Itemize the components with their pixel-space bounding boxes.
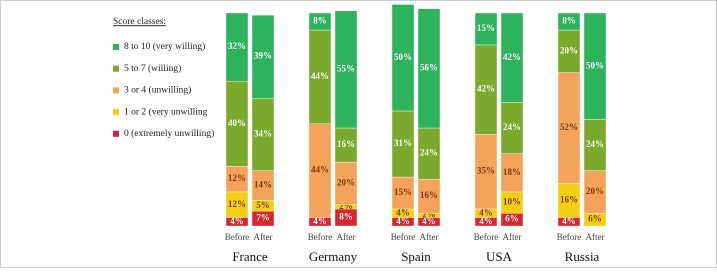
group-label: France: [232, 249, 268, 264]
group-label: Russia: [565, 249, 600, 264]
data-label: 31%: [394, 138, 412, 148]
bar-segment: [225, 12, 249, 82]
data-label: 8%: [313, 16, 327, 26]
x-tick-label: Before: [225, 232, 250, 242]
x-tick-label: After: [503, 232, 522, 242]
data-label: 39%: [254, 51, 272, 61]
x-tick-label: Before: [391, 232, 416, 242]
data-label: 42%: [503, 52, 521, 62]
data-label: 2%: [339, 201, 353, 211]
data-label: 8%: [562, 16, 576, 26]
data-label: 55%: [337, 64, 355, 74]
data-label: 4%: [396, 207, 410, 217]
data-label: 5%: [256, 200, 270, 210]
bar-segment: [474, 12, 498, 46]
bar-segment: [334, 10, 358, 129]
data-label: 20%: [586, 186, 604, 196]
legend-swatch: [113, 130, 119, 137]
bar-segment: [500, 12, 524, 103]
data-label: 15%: [477, 23, 495, 33]
data-label: 16%: [560, 195, 578, 205]
data-label: 44%: [311, 165, 329, 175]
data-label: 34%: [254, 128, 272, 138]
bar-segment: [557, 12, 581, 31]
data-label: 20%: [337, 177, 355, 187]
group-label: USA: [486, 249, 513, 264]
legend-swatch: [113, 87, 119, 94]
data-label: 4%: [422, 216, 436, 226]
bar-segment: [251, 14, 275, 99]
legend-swatch: [113, 44, 119, 50]
bar-segment: [583, 12, 607, 120]
data-label: 18%: [503, 167, 521, 177]
data-label: 50%: [394, 52, 412, 62]
data-label: 40%: [228, 118, 246, 128]
data-label: 4%: [562, 216, 576, 226]
x-tick-label: Before: [308, 232, 333, 242]
data-label: 16%: [337, 139, 355, 149]
bar-segment: [417, 8, 441, 129]
data-label: 20%: [560, 45, 578, 55]
legend-title: Score classes:: [113, 17, 166, 27]
x-tick-label: Before: [474, 232, 499, 242]
legend-label: 1 or 2 (very unwilling: [124, 106, 208, 117]
data-label: 44%: [311, 71, 329, 81]
data-label: 7%: [256, 213, 270, 223]
x-tick-label: After: [337, 232, 356, 242]
bar-segment: [308, 12, 332, 31]
data-label: 12%: [228, 173, 246, 183]
data-label: 16%: [420, 190, 438, 200]
data-label: 24%: [420, 148, 438, 158]
data-label: 42%: [477, 84, 495, 94]
data-label: 4%: [396, 216, 410, 226]
group-label: Germany: [309, 249, 358, 264]
legend-label: 8 to 10 (very willing): [124, 41, 205, 52]
data-label: 10%: [503, 197, 521, 207]
bar-segment: [391, 4, 415, 112]
data-label: 50%: [586, 60, 604, 70]
x-tick-label: After: [254, 232, 273, 242]
data-label: 2%: [422, 209, 436, 219]
data-label: 12%: [228, 199, 246, 209]
group-label: Spain: [401, 249, 431, 264]
legend-label: 5 to 7 (willing): [124, 63, 181, 74]
data-label: 52%: [560, 122, 578, 132]
legend-label: 3 or 4 (unwilling): [124, 85, 191, 96]
data-label: 6%: [505, 214, 519, 224]
data-label: 24%: [586, 139, 604, 149]
x-tick-label: After: [420, 232, 439, 242]
data-label: 35%: [477, 166, 495, 176]
legend-swatch: [113, 109, 119, 116]
data-label: 6%: [588, 214, 602, 224]
x-tick-label: After: [586, 232, 605, 242]
data-label: 4%: [313, 216, 327, 226]
data-label: 4%: [479, 207, 493, 217]
data-label: 32%: [228, 41, 246, 51]
legend-label: 0 (extremely unwilling): [124, 128, 214, 139]
data-label: 4%: [230, 216, 244, 226]
data-label: 14%: [254, 180, 272, 190]
data-label: 56%: [420, 62, 438, 72]
data-label: 15%: [394, 187, 412, 197]
data-label: 8%: [339, 212, 353, 222]
legend-swatch: [113, 65, 119, 72]
data-label: 24%: [503, 122, 521, 132]
data-label: 4%: [479, 216, 493, 226]
x-tick-label: Before: [557, 232, 582, 242]
